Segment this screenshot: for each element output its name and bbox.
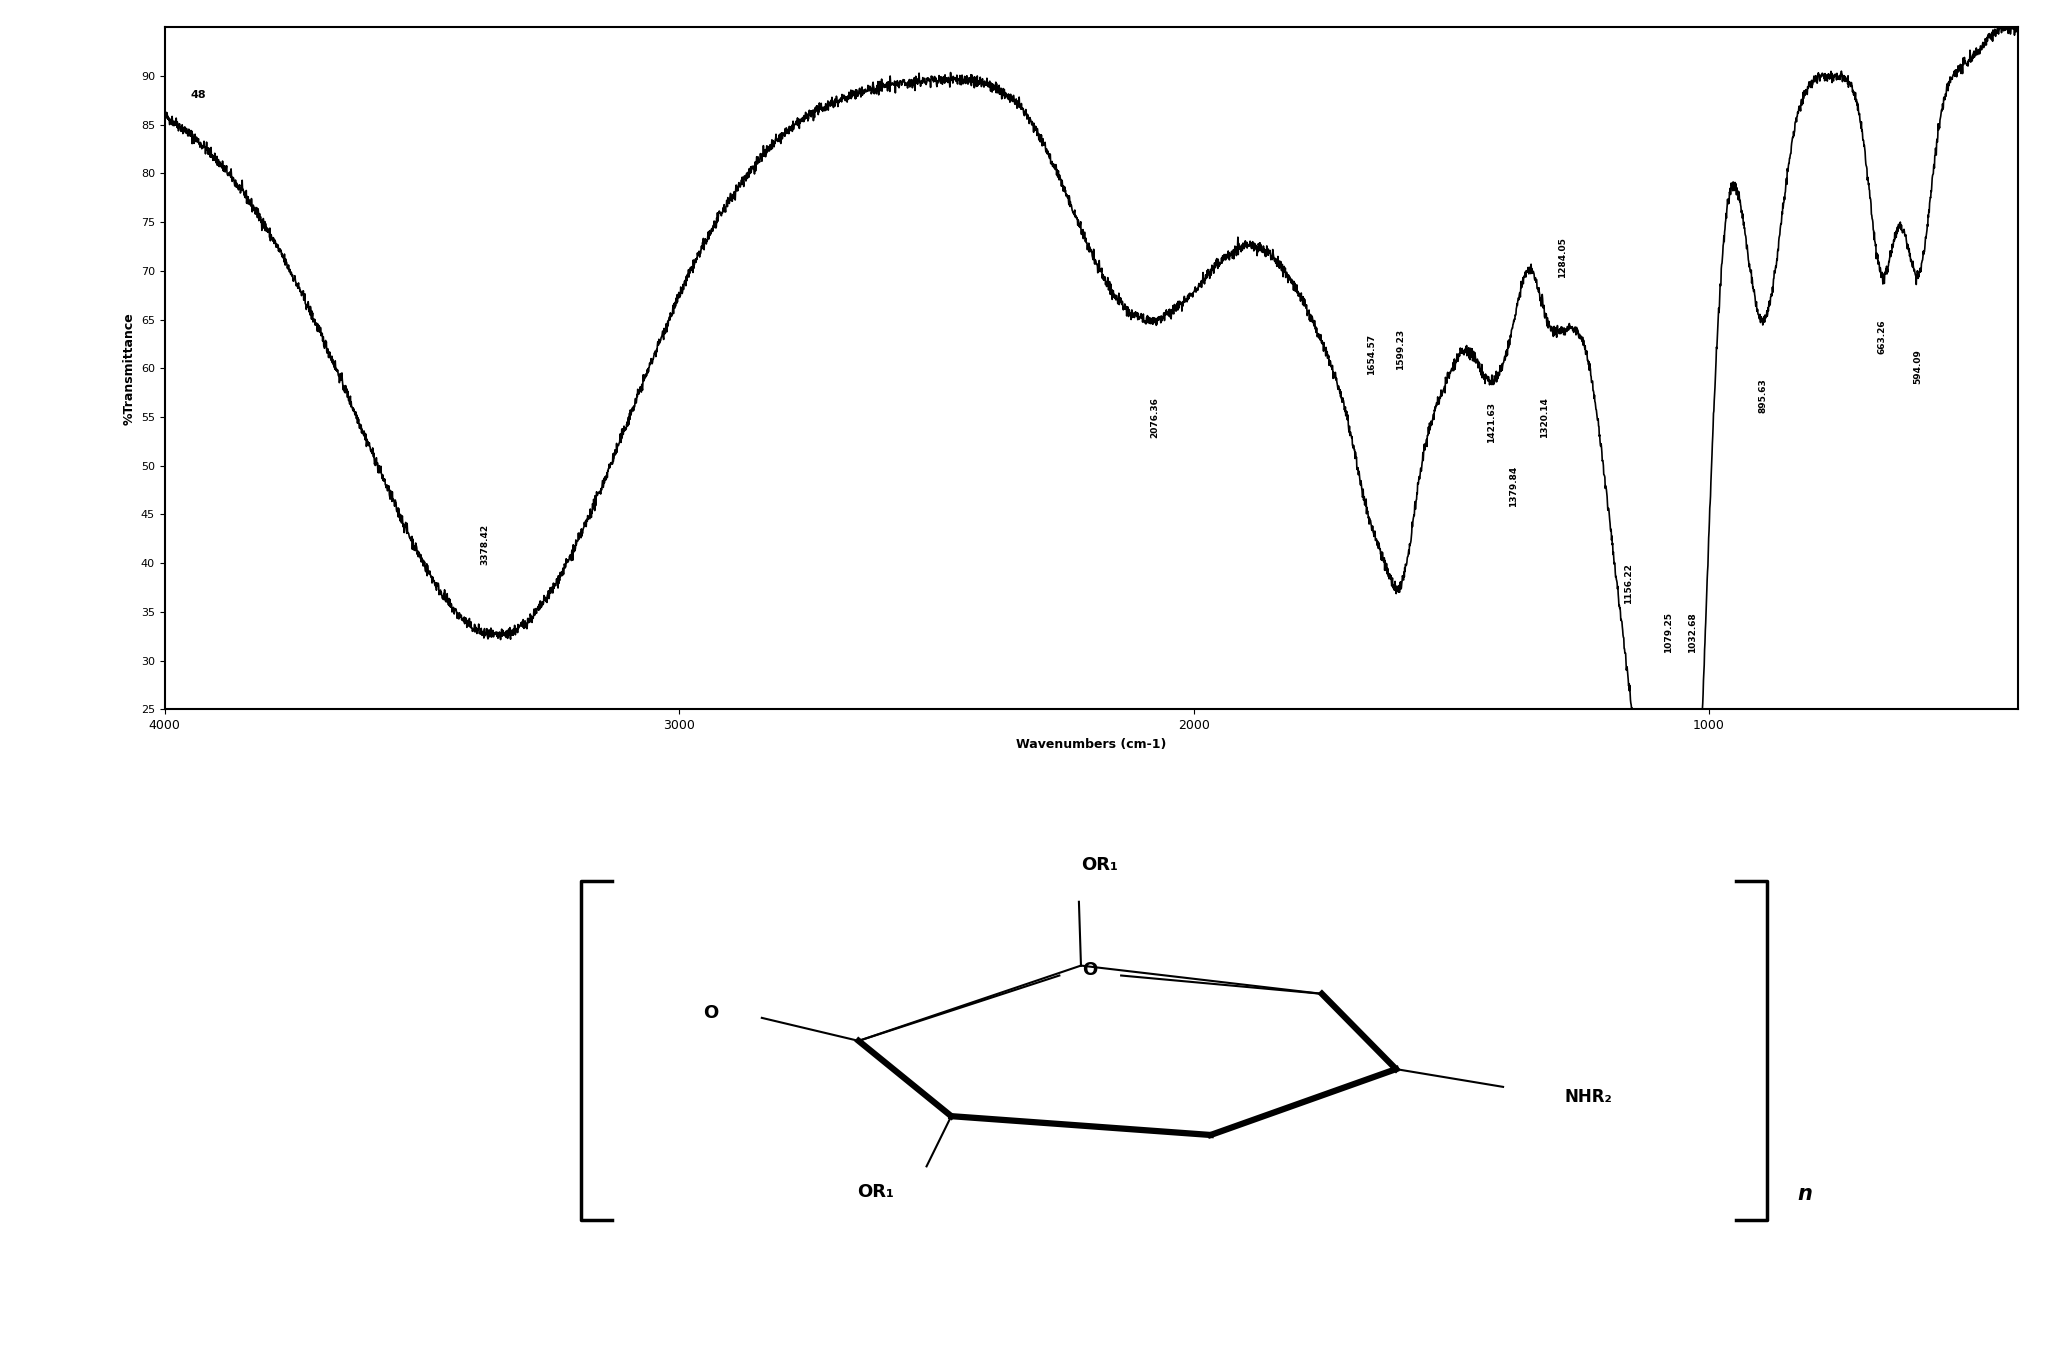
Text: 1320.14: 1320.14 [1540,397,1548,438]
Text: OR₁: OR₁ [1081,857,1118,874]
Text: 1032.68: 1032.68 [1688,612,1697,652]
Text: 48: 48 [189,90,206,101]
Text: O: O [1083,962,1097,979]
Text: 1654.57: 1654.57 [1367,334,1377,375]
X-axis label: Wavenumbers (cm-1): Wavenumbers (cm-1) [1015,738,1167,750]
Text: NHR₂: NHR₂ [1565,1088,1612,1106]
Text: 1079.25: 1079.25 [1664,612,1672,653]
Text: n: n [1798,1184,1812,1204]
Text: 1379.84: 1379.84 [1509,465,1517,507]
Y-axis label: %Transmittance: %Transmittance [121,312,136,424]
Text: 663.26: 663.26 [1878,319,1886,355]
Text: 594.09: 594.09 [1913,349,1923,383]
Text: OR₁: OR₁ [857,1184,894,1202]
Text: 1421.63: 1421.63 [1487,402,1497,443]
Text: 3378.42: 3378.42 [480,524,490,565]
Text: O: O [702,1004,719,1022]
Text: 895.63: 895.63 [1758,378,1767,413]
Text: 1599.23: 1599.23 [1396,329,1404,371]
Text: 1284.05: 1284.05 [1559,237,1567,278]
Text: 2076.36: 2076.36 [1151,397,1159,438]
Text: 1156.22: 1156.22 [1625,563,1633,604]
